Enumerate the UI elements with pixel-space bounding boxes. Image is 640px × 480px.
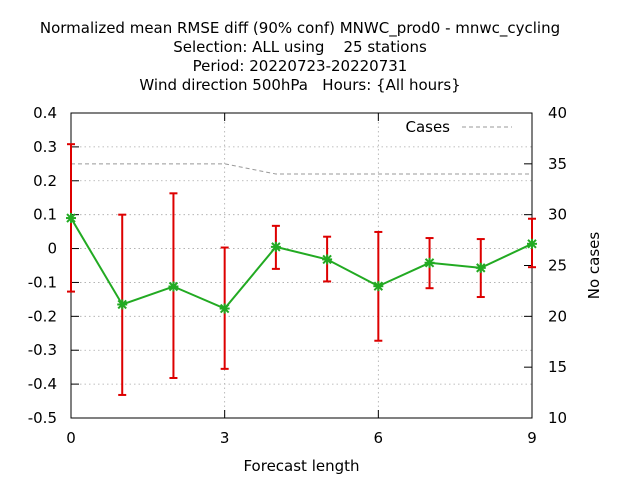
y2-tick-label: 35 [548, 155, 567, 173]
series [66, 143, 537, 396]
data-point [424, 257, 435, 268]
y-tick-label: 0.1 [33, 206, 57, 224]
chart-title: Normalized mean RMSE diff (90% conf) MNW… [40, 19, 560, 94]
x-axis: 0 3 6 9 [66, 113, 537, 447]
y2-axis-label: No cases [585, 232, 603, 300]
y-tick-label: -0.5 [28, 409, 57, 427]
y-tick-label: 0.4 [33, 104, 57, 122]
title-line-3: Period: 20220723-20220731 [193, 57, 408, 75]
y2-axis: 10 15 20 25 30 35 40 [524, 104, 567, 427]
mean-diff-line [70, 217, 533, 310]
title-line-1: Normalized mean RMSE diff (90% conf) MNW… [40, 19, 560, 38]
y2-tick-label: 20 [548, 307, 567, 325]
y-tick-label: -0.3 [28, 341, 57, 359]
legend-label-cases: Cases [405, 118, 450, 136]
y-tick-label: -0.4 [28, 375, 57, 393]
x-tick-label: 3 [220, 429, 230, 447]
y-tick-label: 0.3 [33, 138, 57, 156]
y-tick-label: -0.1 [28, 273, 57, 291]
data-point [66, 213, 76, 224]
data-point [219, 303, 230, 314]
y-tick-label: 0 [47, 240, 57, 258]
data-point [475, 262, 486, 273]
data-point [117, 299, 128, 310]
x-tick-label: 9 [527, 429, 537, 447]
y2-tick-label: 25 [548, 257, 567, 275]
data-point [168, 281, 179, 292]
data-point [373, 281, 384, 292]
y2-tick-label: 30 [548, 206, 567, 224]
x-tick-label: 0 [66, 429, 76, 447]
y2-tick-label: 40 [548, 104, 567, 122]
title-line-2: Selection: ALL using 25 stations [173, 38, 427, 56]
x-tick-label: 6 [374, 429, 384, 447]
data-point [270, 241, 281, 252]
title-line-4: Wind direction 500hPa Hours: {All hours} [139, 76, 460, 94]
y-tick-label: 0.2 [33, 172, 57, 190]
y2-tick-label: 10 [548, 409, 567, 427]
cases-line [71, 163, 532, 175]
x-axis-label: Forecast length [243, 457, 359, 475]
data-point [322, 254, 333, 265]
legend: Cases [405, 118, 512, 136]
y2-tick-label: 15 [548, 358, 567, 376]
y-axis: -0.5 -0.4 -0.3 -0.2 -0.1 0 0.1 0.2 0.3 0.4 [28, 104, 79, 427]
data-point [527, 238, 537, 249]
y-tick-label: -0.2 [28, 307, 57, 325]
grid [71, 113, 532, 418]
